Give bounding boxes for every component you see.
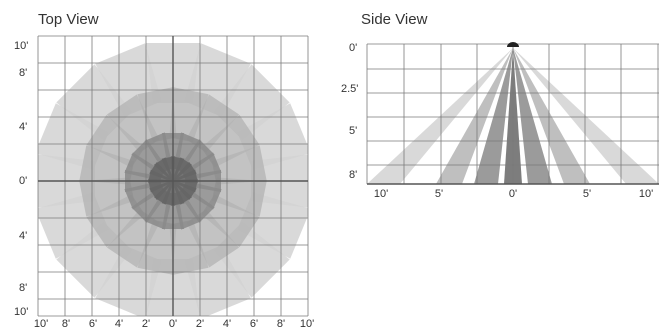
- coverage-zone: [513, 48, 659, 184]
- side-x-tick-label: 0': [509, 188, 517, 200]
- top-x-tick-label: 6': [89, 318, 97, 329]
- top-x-tick-label: 2': [142, 318, 150, 329]
- coverage-zone: [201, 194, 260, 248]
- top-x-tick-label: 8': [62, 318, 70, 329]
- coverage-zone: [106, 209, 160, 268]
- top-y-tick-label: 4': [19, 121, 27, 133]
- coverage-zone: [172, 161, 197, 182]
- side-x-tick-label: 5': [583, 188, 591, 200]
- side-view-x-tick-labels: 10' 5' 0' 5' 10': [374, 188, 653, 200]
- coverage-zone: [211, 145, 267, 185]
- coverage-zone: [79, 145, 135, 185]
- coverage-zone: [106, 94, 160, 153]
- coverage-zone: [153, 157, 174, 182]
- top-x-tick-label: 10': [300, 318, 314, 329]
- top-x-tick-label: 8': [277, 318, 285, 329]
- coverage-zone: [186, 94, 240, 153]
- side-view-sensor: [507, 42, 519, 47]
- top-y-tick-label: 4': [19, 230, 27, 242]
- coverage-zone: [86, 194, 145, 248]
- coverage-zone: [137, 219, 177, 275]
- top-x-tick-label: 0': [169, 318, 177, 329]
- side-view-title: Side View: [361, 11, 428, 28]
- top-y-tick-label: 8': [19, 67, 27, 79]
- coverage-zone: [172, 169, 198, 184]
- top-y-tick-label: 10': [14, 40, 28, 52]
- coverage-zone: [86, 114, 145, 168]
- coverage-zone: [186, 209, 240, 268]
- side-y-tick-label: 2.5': [341, 83, 358, 95]
- top-view-x-tick-labels: 10' 8' 6' 4' 2' 0' 2' 4' 6' 8' 10': [34, 318, 314, 329]
- side-view-y-tick-labels: 0' 2.5' 5' 8': [341, 42, 358, 181]
- coverage-zone: [137, 87, 177, 143]
- top-view-y-tick-labels: 10' 8' 4' 0' 4' 8' 10': [14, 40, 28, 318]
- side-y-tick-label: 5': [349, 125, 357, 137]
- side-x-tick-label: 10': [639, 188, 653, 200]
- top-y-tick-label: 0': [19, 175, 27, 187]
- top-view-panel: Top View 10' 8' 6' 4' 2' 0' 2' 4' 6' 8' …: [14, 11, 314, 329]
- coverage-zone: [211, 177, 267, 217]
- side-x-tick-label: 5': [435, 188, 443, 200]
- coverage-zone: [201, 114, 260, 168]
- top-x-tick-label: 10': [34, 318, 48, 329]
- coverage-zone: [169, 87, 209, 143]
- top-x-tick-label: 4': [223, 318, 231, 329]
- sensor-icon: [507, 42, 519, 47]
- top-x-tick-label: 4': [115, 318, 123, 329]
- top-y-tick-label: 8': [19, 282, 27, 294]
- coverage-zone: [513, 48, 552, 184]
- coverage-zone: [513, 48, 590, 184]
- coverage-zone: [149, 180, 174, 201]
- top-y-tick-label: 10': [14, 306, 28, 318]
- side-y-tick-label: 0': [349, 42, 357, 54]
- coverage-zone: [169, 219, 209, 275]
- side-y-tick-label: 8': [349, 169, 357, 181]
- side-view-coverage-zones: [367, 48, 659, 184]
- coverage-zone: [79, 177, 135, 217]
- coverage-zone: [367, 48, 513, 184]
- side-view-panel: Side View 0' 2.5' 5' 8' 10' 5' 0' 5' 10': [341, 11, 659, 200]
- side-x-tick-label: 10': [374, 188, 388, 200]
- coverage-zone: [436, 48, 513, 184]
- coverage-zone: [474, 48, 513, 184]
- coverage-zone: [172, 180, 193, 205]
- top-view-title: Top View: [38, 11, 99, 28]
- top-x-tick-label: 6': [250, 318, 258, 329]
- top-view-grid: [37, 35, 309, 317]
- top-x-tick-label: 2': [196, 318, 204, 329]
